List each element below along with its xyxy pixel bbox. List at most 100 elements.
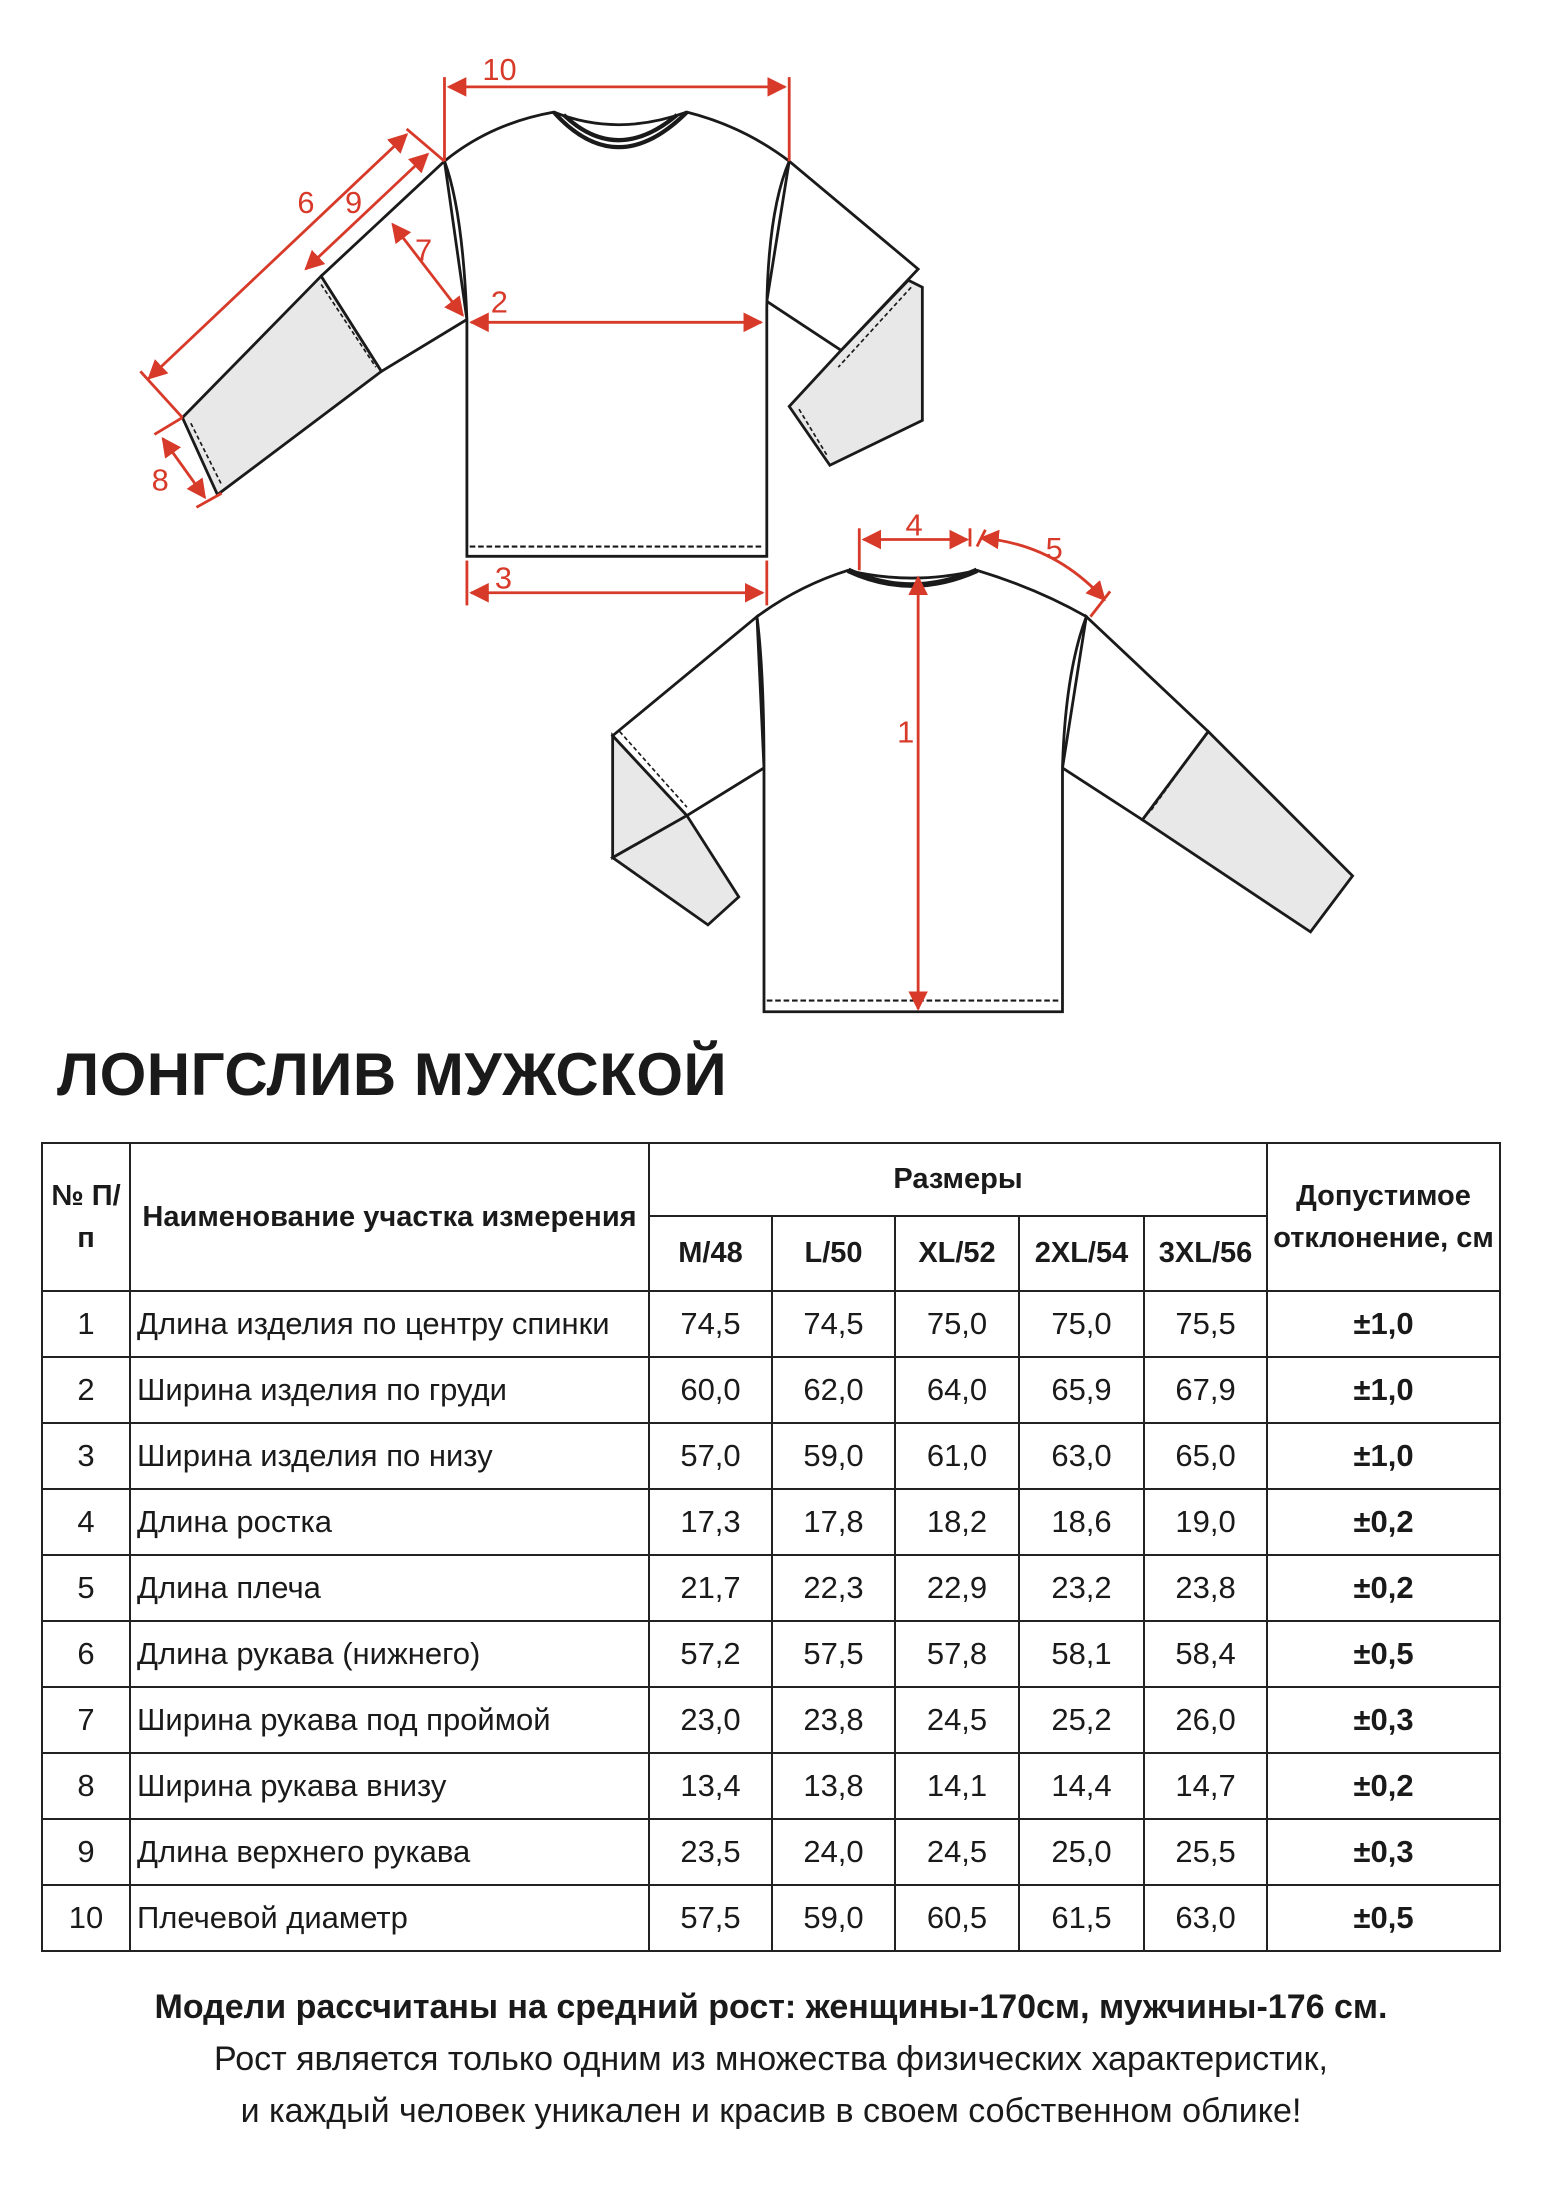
row-value: 75,0 <box>1018 1290 1145 1358</box>
row-value: 23,8 <box>1142 1554 1269 1622</box>
row-value: 59,0 <box>771 1884 896 1952</box>
footer-average-height: Модели рассчитаны на средний рост: женщи… <box>154 1988 1388 2026</box>
row-value: 14,1 <box>894 1752 1020 1820</box>
row-value: 26,0 <box>1142 1686 1269 1754</box>
row-number: 8 <box>41 1752 131 1820</box>
footer-note-line-2: и каждый человек уникален и красив в сво… <box>240 2092 1302 2130</box>
row-value: 18,2 <box>894 1488 1020 1556</box>
row-value: 18,6 <box>1018 1488 1145 1556</box>
front-view-sweater <box>180 110 924 558</box>
table-row: 10 Плечевой диаметр 57,5 59,0 60,5 61,5 63,0 ±0… <box>41 1884 1502 1952</box>
row-value: 57,5 <box>648 1884 773 1952</box>
row-value: 13,4 <box>648 1752 773 1820</box>
table-row: 8 Ширина рукава внизу 13,4 13,8 14,1 14,4 14,7… <box>41 1752 1502 1820</box>
row-name: Длина рукава (нижнего) <box>129 1620 650 1688</box>
row-name: Плечевой диаметр <box>129 1884 650 1952</box>
row-value: 19,0 <box>1142 1488 1269 1556</box>
row-tolerance: ±0,3 <box>1266 1686 1502 1754</box>
row-value: 25,2 <box>1018 1686 1145 1754</box>
table-row: 7 Ширина рукава под проймой 23,0 23,8 24,5 25… <box>41 1686 1502 1754</box>
row-value: 24,5 <box>894 1818 1020 1886</box>
row-tolerance: ±0,3 <box>1266 1818 1502 1886</box>
row-value: 61,5 <box>1018 1884 1145 1952</box>
row-value: 23,0 <box>648 1686 773 1754</box>
front-collar <box>552 110 689 150</box>
row-value: 74,5 <box>648 1290 773 1358</box>
row-value: 13,8 <box>771 1752 896 1820</box>
row-value: 24,5 <box>894 1686 1020 1754</box>
row-value: 57,8 <box>894 1620 1020 1688</box>
row-value: 60,5 <box>894 1884 1020 1952</box>
label-5: 5 <box>1046 531 1063 566</box>
row-value: 57,5 <box>771 1620 896 1688</box>
row-value: 23,8 <box>771 1686 896 1754</box>
row-value: 21,7 <box>648 1554 773 1622</box>
label-9: 9 <box>345 185 362 220</box>
header-size: 3XL/56 <box>1142 1215 1269 1292</box>
header-size: 2XL/54 <box>1018 1215 1145 1292</box>
row-name: Длина изделия по центру спинки <box>129 1290 650 1358</box>
back-body <box>755 568 1089 1014</box>
row-value: 57,2 <box>648 1620 773 1688</box>
table-row: 4 Длина ростка 17,3 17,8 18,2 18,6 19,0 ±0,2 <box>41 1488 1502 1556</box>
row-tolerance: ±0,2 <box>1266 1488 1502 1556</box>
row-value: 75,0 <box>894 1290 1020 1358</box>
label-6: 6 <box>297 185 314 220</box>
row-number: 5 <box>41 1554 131 1622</box>
back-right-upper-sleeve <box>1060 613 1211 822</box>
front-right-upper-sleeve <box>765 158 921 353</box>
row-value: 62,0 <box>771 1356 896 1424</box>
row-name: Длина верхнего рукава <box>129 1818 650 1886</box>
row-value: 67,9 <box>1142 1356 1269 1424</box>
row-name: Длина плеча <box>129 1554 650 1622</box>
row-value: 57,0 <box>648 1422 773 1490</box>
row-value: 64,0 <box>894 1356 1020 1424</box>
row-value: 61,0 <box>894 1422 1020 1490</box>
table-row: 3 Ширина изделия по низу 57,0 59,0 61,0 63,0 6… <box>41 1422 1502 1490</box>
row-name: Ширина изделия по низу <box>129 1422 650 1490</box>
header-sizes-group: Размеры <box>647 1142 1269 1217</box>
row-value: 25,0 <box>1018 1818 1145 1886</box>
table-row: 9 Длина верхнего рукава 23,5 24,0 24,5 25,0 25… <box>41 1818 1502 1886</box>
row-value: 65,9 <box>1018 1356 1145 1424</box>
row-number: 1 <box>41 1290 131 1358</box>
dimension-labels: 1 2 3 4 5 6 7 8 9 10 <box>152 52 1063 750</box>
row-number: 6 <box>41 1620 131 1688</box>
row-value: 14,7 <box>1142 1752 1269 1820</box>
row-value: 25,5 <box>1142 1818 1269 1886</box>
dim-7 <box>391 222 464 317</box>
dim-5 <box>979 529 1106 602</box>
garment-measurement-diagram: 1 2 3 4 5 6 7 8 9 10 <box>139 52 1355 1014</box>
row-tolerance: ±0,5 <box>1266 1884 1502 1952</box>
label-8: 8 <box>152 462 169 497</box>
row-value: 63,0 <box>1142 1884 1269 1952</box>
row-number: 7 <box>41 1686 131 1754</box>
row-value: 75,5 <box>1142 1290 1269 1358</box>
front-body <box>442 110 791 558</box>
row-tolerance: ±1,0 <box>1266 1290 1502 1358</box>
row-value: 74,5 <box>771 1290 896 1358</box>
header-size: XL/52 <box>894 1215 1020 1292</box>
header-size: M/48 <box>648 1215 773 1292</box>
dimension-lines <box>139 77 1112 1011</box>
row-value: 58,4 <box>1142 1620 1269 1688</box>
back-view-sweater <box>610 567 1355 1014</box>
row-number: 4 <box>41 1488 131 1556</box>
row-tolerance: ±0,2 <box>1266 1752 1502 1820</box>
label-7: 7 <box>415 233 432 268</box>
row-number: 2 <box>41 1356 131 1424</box>
header-size: L/50 <box>771 1215 896 1292</box>
row-name: Длина ростка <box>129 1488 650 1556</box>
row-value: 59,0 <box>771 1422 896 1490</box>
row-value: 58,1 <box>1018 1620 1145 1688</box>
row-number: 10 <box>41 1884 131 1952</box>
page-title: ЛОНГСЛИВ МУЖСКОЙ <box>57 1041 728 1108</box>
dim-8 <box>161 437 206 500</box>
row-value: 63,0 <box>1018 1422 1145 1490</box>
row-value: 60,0 <box>648 1356 773 1424</box>
header-name: Наименование участка измерения <box>129 1142 650 1292</box>
label-2: 2 <box>491 285 508 320</box>
row-tolerance: ±1,0 <box>1266 1422 1502 1490</box>
row-number: 9 <box>41 1818 131 1886</box>
row-value: 17,3 <box>648 1488 773 1556</box>
